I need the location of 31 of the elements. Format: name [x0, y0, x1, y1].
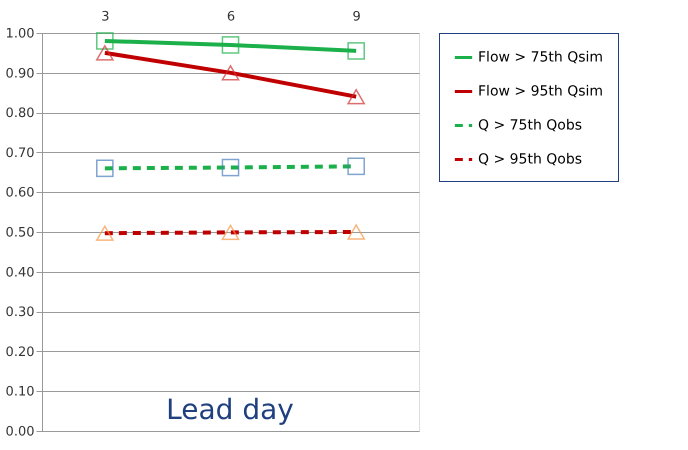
x-tick-label: 6 — [226, 10, 236, 24]
point — [96, 225, 114, 241]
point — [347, 88, 365, 104]
y-tick-label: 0.60 — [6, 186, 34, 201]
point — [222, 158, 240, 176]
y-tick-label: 0.70 — [6, 146, 34, 161]
y-tick-label: 0.40 — [6, 265, 34, 280]
x-axis-title: Lead day — [166, 393, 294, 426]
x-tick-label: 9 — [352, 10, 361, 24]
y-tick-label: 0.20 — [6, 344, 34, 360]
point — [347, 158, 365, 176]
legend-label: Flow > 95th Qsim — [478, 84, 604, 100]
point — [222, 36, 240, 54]
legend-label: Q > 95th Qobs — [478, 152, 582, 168]
y-tick-label: 0.90 — [6, 66, 34, 82]
y-tick-label: 1.00 — [6, 26, 34, 42]
point — [96, 45, 114, 61]
legend-label: Flow > 75th Qsim — [478, 50, 604, 66]
y-tick-label: 0.50 — [6, 226, 34, 240]
y-tick-label: 0.30 — [6, 305, 34, 320]
y-tick-label: 0.80 — [6, 106, 34, 122]
y-tick-label: 0.10 — [6, 384, 34, 400]
x-tick-label: 3 — [101, 10, 110, 24]
point — [347, 224, 365, 240]
point — [96, 160, 114, 178]
point — [222, 224, 240, 240]
point — [222, 65, 240, 81]
point — [347, 42, 365, 60]
y-tick-label: 0.00 — [6, 424, 34, 440]
point — [96, 32, 114, 50]
legend-label: Q > 75th Qobs — [478, 118, 582, 134]
